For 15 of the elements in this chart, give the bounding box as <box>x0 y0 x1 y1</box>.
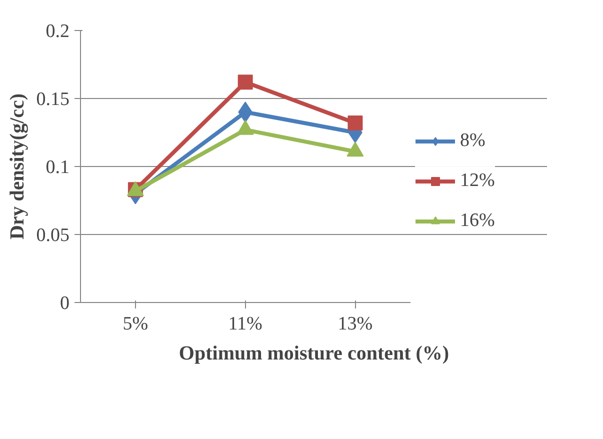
point <box>238 74 253 90</box>
x-tick-label: 13% <box>338 314 373 334</box>
y-tick-label: 0.1 <box>46 157 70 178</box>
x-tick-label: 5% <box>122 314 148 334</box>
y-axis-title: Dry density(g/cc) <box>6 93 28 240</box>
y-tick-label: 0.2 <box>46 21 70 42</box>
point <box>348 115 363 130</box>
y-tick-label: 0.15 <box>36 89 70 110</box>
x-axis-title: Optimum moisture content (%) <box>178 342 450 364</box>
x-tick-label: 11% <box>228 314 263 334</box>
y-tick-label: 0 <box>60 293 70 314</box>
legend-label: 16% <box>460 210 495 232</box>
legend-label: 8% <box>460 130 486 152</box>
legend-label: 12% <box>460 170 495 192</box>
y-tick-label: 0.05 <box>36 225 70 246</box>
